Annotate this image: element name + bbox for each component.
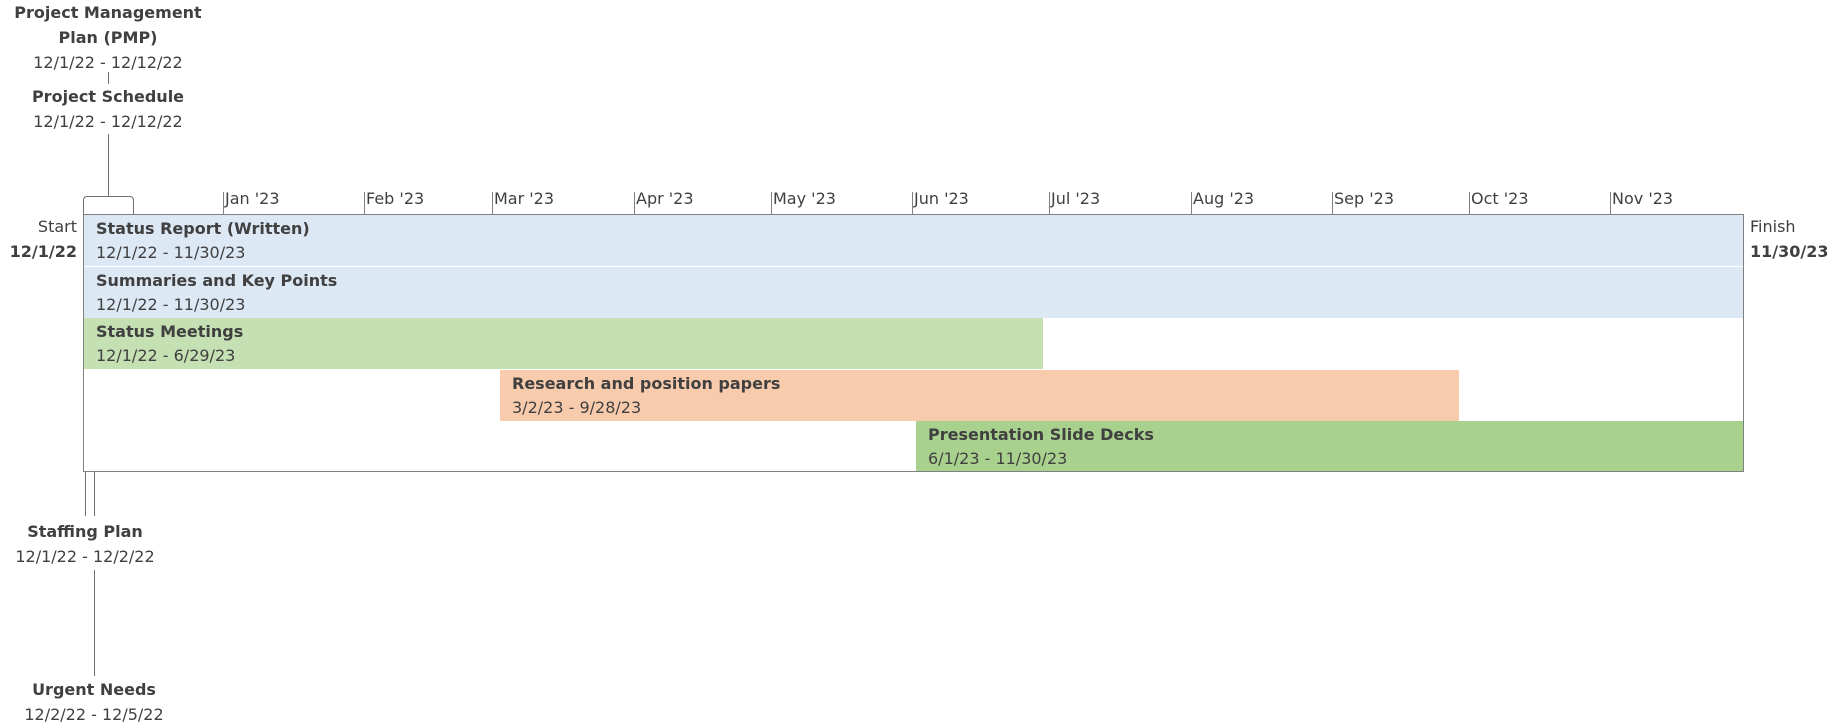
month-label: May '23 — [773, 189, 836, 208]
task-bar-status-report[interactable]: Status Report (Written) 12/1/22 - 11/30/… — [84, 215, 1743, 266]
month-tick — [771, 192, 772, 214]
month-label: Sep '23 — [1334, 189, 1394, 208]
month-tick — [1469, 192, 1470, 214]
callout-urgent-needs[interactable]: Urgent Needs 12/2/22 - 12/5/22 — [4, 677, 184, 727]
task-dates: 3/2/23 - 9/28/23 — [512, 398, 642, 417]
month-tick — [364, 192, 365, 214]
callout-dates: 12/2/22 - 12/5/22 — [24, 705, 164, 724]
month-label: Jun '23 — [914, 189, 969, 208]
month-tick — [492, 192, 493, 214]
callout-pmp[interactable]: Project Management Plan (PMP) 12/1/22 - … — [0, 0, 216, 75]
task-dates: 12/1/22 - 11/30/23 — [96, 295, 246, 314]
task-title: Status Meetings — [96, 322, 244, 341]
task-title: Research and position papers — [512, 374, 781, 393]
start-label: Start — [37, 217, 77, 236]
callout-title: Plan (PMP) — [58, 28, 158, 47]
finish-label: Finish — [1750, 217, 1796, 236]
task-bar-presentation[interactable]: Presentation Slide Decks 6/1/23 - 11/30/… — [916, 421, 1743, 471]
month-tick — [1332, 192, 1333, 214]
month-tick — [912, 192, 913, 214]
connector-line — [85, 472, 86, 516]
month-label: Nov '23 — [1612, 189, 1674, 208]
callout-title: Urgent Needs — [32, 680, 156, 699]
month-label: Feb '23 — [366, 189, 425, 208]
task-bar-status-meetings[interactable]: Status Meetings 12/1/22 - 6/29/23 — [84, 318, 1043, 369]
month-label: Aug '23 — [1193, 189, 1255, 208]
month-tick — [1049, 192, 1050, 214]
month-tick — [1610, 192, 1611, 214]
month-label: Jul '23 — [1051, 189, 1101, 208]
month-tick — [634, 192, 635, 214]
month-label: Mar '23 — [494, 189, 555, 208]
task-title: Presentation Slide Decks — [928, 425, 1154, 444]
finish-date: 11/30/23 — [1750, 242, 1829, 261]
task-bar-research[interactable]: Research and position papers 3/2/23 - 9/… — [500, 370, 1459, 421]
task-title: Summaries and Key Points — [96, 271, 338, 290]
callout-title: Project Schedule — [31, 87, 185, 106]
month-label: Jan '23 — [225, 189, 280, 208]
callout-dates: 12/1/22 - 12/12/22 — [33, 53, 183, 72]
month-tick — [1191, 192, 1192, 214]
month-label: Apr '23 — [636, 189, 694, 208]
callout-project-schedule[interactable]: Project Schedule 12/1/22 - 12/12/22 — [0, 84, 216, 134]
callout-staffing-plan[interactable]: Staffing Plan 12/1/22 - 12/2/22 — [0, 519, 170, 569]
connector-line — [94, 570, 95, 676]
callout-dates: 12/1/22 - 12/2/22 — [15, 547, 155, 566]
task-dates: 12/1/22 - 6/29/23 — [96, 346, 236, 365]
month-tick — [223, 192, 224, 214]
task-dates: 12/1/22 - 11/30/23 — [96, 243, 246, 262]
timeline-frame — [83, 214, 1744, 472]
connector-line — [94, 472, 95, 516]
task-title: Status Report (Written) — [96, 219, 310, 238]
task-bar-summaries[interactable]: Summaries and Key Points 12/1/22 - 11/30… — [84, 267, 1743, 318]
callout-dates: 12/1/22 - 12/12/22 — [33, 112, 183, 131]
start-date: 12/1/22 — [9, 242, 77, 261]
milestone-bracket — [83, 196, 134, 214]
callout-title: Staffing Plan — [27, 522, 143, 541]
task-dates: 6/1/23 - 11/30/23 — [928, 449, 1068, 468]
callout-title: Project Management — [14, 3, 202, 22]
connector-line — [108, 134, 109, 196]
month-label: Oct '23 — [1471, 189, 1529, 208]
connector-line — [108, 72, 109, 84]
